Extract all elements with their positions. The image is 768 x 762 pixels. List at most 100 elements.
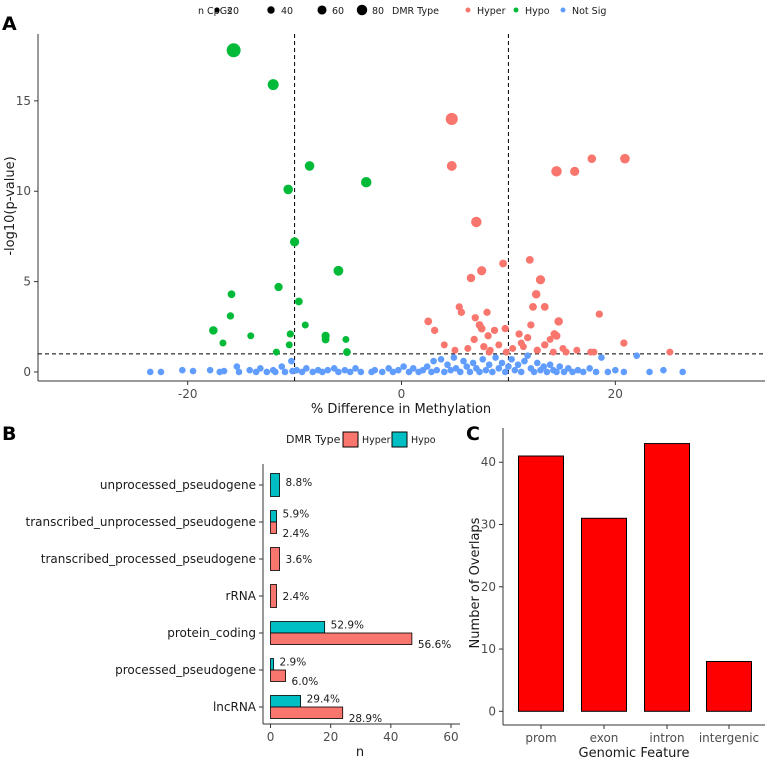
y-tick-label: 10	[16, 184, 31, 198]
panel-b-ticks: unprocessed_pseudogene transcribed_unproc…	[26, 478, 459, 744]
hyper-point	[533, 346, 541, 354]
color-legend-title: DMR Type	[392, 6, 439, 17]
hypo-point	[209, 326, 218, 335]
hyper-point	[595, 310, 603, 318]
hyper-point	[535, 275, 546, 285]
not-sig-point	[489, 368, 496, 376]
y-tick-label: 10	[481, 642, 496, 656]
category-label: transcribed_processed_pseudogene	[41, 552, 256, 566]
hyper-bar	[270, 706, 344, 719]
hyper-point	[477, 324, 486, 333]
hypo-point	[267, 79, 279, 91]
not-sig-point	[505, 363, 512, 370]
panel-b-barchart: DMR Type Hyper Hypo 8.8% 5.9% 2.4% 3.6% 2.4% 5…	[26, 431, 460, 760]
not-sig-point	[495, 365, 503, 372]
hypo-point	[283, 184, 293, 195]
color-legend-dot	[465, 7, 471, 13]
hyper-bar-label: 2.4%	[283, 528, 310, 540]
hyper-point	[509, 344, 517, 352]
hypo-bar-label: 29.4%	[307, 693, 340, 705]
hyper-point	[470, 335, 478, 344]
panel-c-y-title: Number of Overlaps	[468, 517, 483, 648]
size-legend-label: 20	[227, 6, 239, 17]
not-sig-point	[433, 366, 441, 374]
not-sig-point	[309, 368, 317, 376]
not-sig-point	[235, 368, 243, 376]
x-tick-label: -20	[178, 387, 198, 401]
not-sig-point	[189, 367, 197, 375]
hyper-bar	[270, 632, 413, 645]
not-sig-point	[569, 368, 576, 376]
not-sig-point	[533, 359, 541, 367]
panel-b-bars: 8.8% 5.9% 2.4% 3.6% 2.4% 52.9% 56.6% 2.9% 6.0% 29…	[270, 473, 451, 725]
hypo-bar-label: 2.9%	[280, 656, 307, 668]
hypo-point	[285, 341, 293, 349]
category-label: unprocessed_pseudogene	[100, 478, 256, 492]
category-label: processed_pseudogene	[115, 663, 256, 677]
not-sig-point	[450, 354, 458, 361]
category-label: transcribed_unprocessed_pseudogene	[26, 515, 256, 529]
legend-label-hyper: Hyper	[362, 435, 391, 446]
hyper-point	[551, 166, 562, 177]
not-sig-point	[233, 363, 241, 370]
x-tick-label: 40	[383, 730, 398, 744]
not-sig-point	[346, 368, 354, 376]
not-sig-point	[206, 366, 214, 374]
hypo-bar	[270, 658, 274, 671]
not-sig-point	[511, 366, 519, 374]
not-sig-point	[598, 354, 605, 361]
not-sig-point	[423, 363, 431, 370]
hypo-point	[304, 161, 315, 171]
not-sig-point	[456, 368, 464, 376]
y-tick-label: 5	[23, 275, 31, 289]
hyper-point	[517, 339, 525, 347]
not-sig-point	[530, 368, 538, 376]
size-legend-label: 60	[332, 6, 344, 17]
hyper-point	[485, 348, 493, 356]
hyper-point	[445, 112, 458, 125]
not-sig-point	[540, 363, 548, 370]
feature-bar	[644, 443, 690, 712]
not-sig-point	[604, 368, 612, 376]
hyper-bar-label: 6.0%	[292, 676, 319, 688]
not-sig-point	[444, 361, 451, 369]
hypo-point	[274, 282, 283, 292]
not-sig-point	[378, 368, 386, 376]
hyper-point	[466, 273, 476, 283]
color-legend-label: Hyper	[477, 6, 506, 17]
panel-letter-c: C	[466, 423, 480, 445]
panel-letter-a: A	[2, 13, 17, 35]
hyper-point	[424, 317, 433, 326]
not-sig-point	[409, 365, 417, 372]
x-tick-label: 20	[323, 730, 338, 744]
legend-label-hypo: Hypo	[411, 435, 436, 446]
not-sig-point	[278, 363, 286, 370]
hypo-point	[343, 348, 351, 356]
y-tick-label: 0	[488, 704, 496, 718]
not-sig-point	[574, 366, 582, 374]
hyper-point	[570, 166, 580, 176]
hyper-point	[464, 344, 472, 352]
not-sig-point	[543, 368, 551, 376]
hyper-point	[666, 348, 674, 356]
not-sig-point	[335, 368, 342, 376]
not-sig-point	[463, 363, 471, 370]
panel-a-scatter: n CpGs 20 40 60 80 DMR Type Hyper Hypo Not Si…	[3, 4, 765, 417]
panel-c-barchart: prom exon intron intergenic 0 10 20 30 40 Genomi…	[468, 428, 765, 761]
category-label: rRNA	[226, 589, 257, 603]
y-tick-label: 15	[16, 94, 31, 108]
hypo-point	[226, 312, 235, 320]
x-tick-label: 60	[443, 730, 458, 744]
color-legend-dot	[513, 7, 519, 13]
panel-b-legend-keys: Hyper Hypo	[342, 431, 436, 448]
not-sig-point	[556, 363, 564, 370]
y-tick-label: 0	[23, 365, 31, 379]
not-sig-point	[437, 356, 445, 363]
panel-b-legend-title: DMR Type	[286, 433, 341, 446]
hypo-bar-label: 5.9%	[283, 508, 310, 520]
category-label: prom	[525, 731, 556, 745]
hypo-point	[226, 43, 241, 58]
hyper-point	[483, 308, 491, 316]
hypo-bar	[270, 473, 280, 497]
